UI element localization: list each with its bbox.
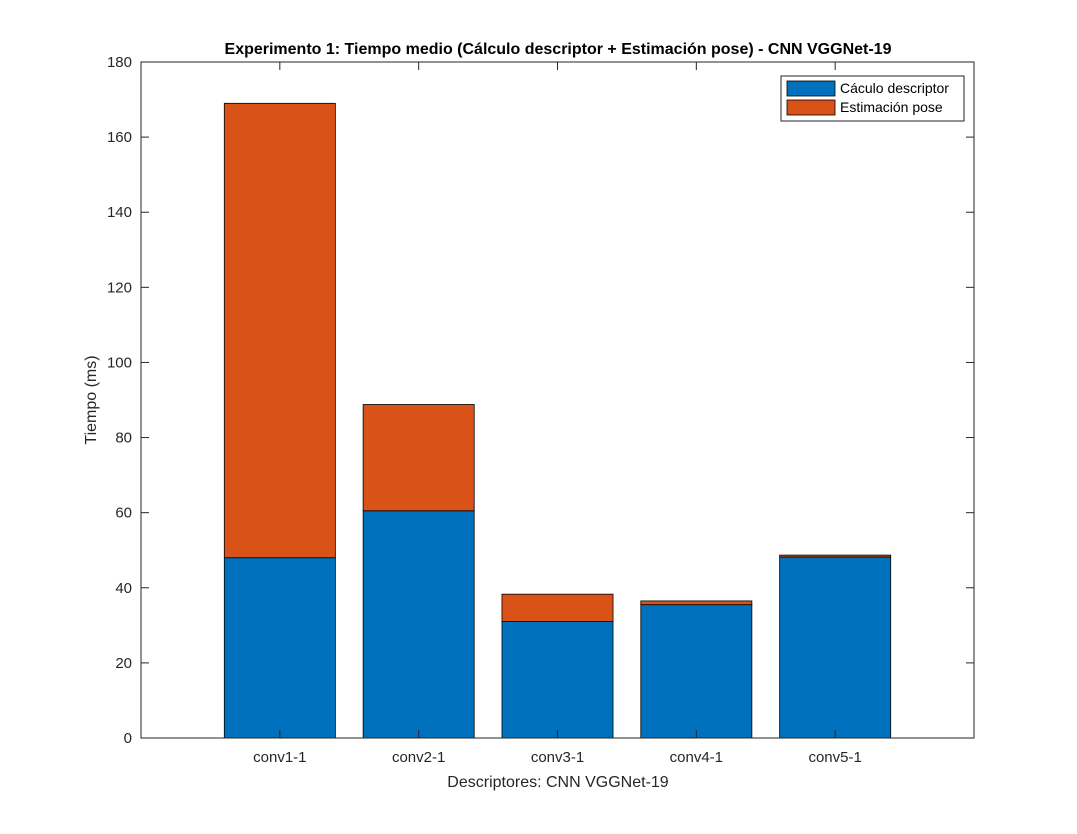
bar-conv1-1-series-1 (223, 557, 336, 739)
y-tick-label: 60 (115, 505, 132, 522)
chart-title: Experimento 1: Tiempo medio (Cálculo des… (225, 41, 892, 58)
bar-conv1-1-series-2 (223, 102, 336, 559)
y-tick-label: 120 (107, 279, 132, 296)
y-axis-label: Tiempo (ms) (83, 355, 100, 444)
bar-conv2-1-series-1 (362, 510, 475, 739)
x-tick-label: conv1-1 (253, 749, 306, 766)
bar-conv4-1-series-2 (640, 600, 753, 606)
bar-conv2-1-series-2 (362, 404, 475, 512)
bar-conv4-1-series-1 (640, 604, 753, 739)
x-axis-label: Descriptores: CNN VGGNet-19 (447, 774, 668, 791)
bar-conv3-1-series-1 (501, 621, 614, 739)
y-tick-label: 40 (115, 580, 132, 597)
y-tick-label: 80 (115, 430, 132, 447)
legend: Cáculo descriptor Estimación pose (780, 75, 965, 122)
legend-swatch-2 (786, 99, 836, 116)
legend-swatch-1 (786, 80, 836, 97)
x-tick-label: conv2-1 (392, 749, 445, 766)
y-tick-label: 100 (107, 354, 132, 371)
x-tick-label: conv3-1 (531, 749, 584, 766)
ticks-group: 0 20 40 60 80 100 120 140 160 180 conv1-1 conv2-1 co… (107, 54, 974, 766)
x-tick-label: conv5-1 (808, 749, 861, 766)
bar-conv5-1-series-1 (779, 556, 892, 739)
y-tick-label: 160 (107, 129, 132, 146)
y-tick-label: 140 (107, 204, 132, 221)
bar-conv5-1-series-2 (779, 554, 892, 558)
bars-group (223, 102, 892, 739)
y-tick-label: 180 (107, 54, 132, 71)
bar-conv3-1-series-2 (501, 593, 614, 622)
legend-label-1: Cáculo descriptor (840, 80, 949, 96)
y-tick-label: 20 (115, 655, 132, 672)
x-tick-label: conv4-1 (670, 749, 723, 766)
y-tick-label: 0 (124, 730, 132, 747)
legend-label-2: Estimación pose (840, 99, 943, 115)
